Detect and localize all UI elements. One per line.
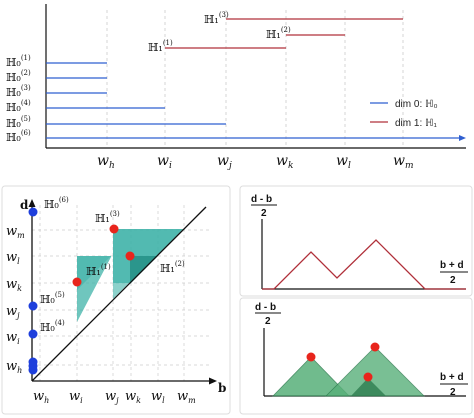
barcode-tick-wk: wk [276, 153, 293, 171]
svg-text:wk: wk [6, 277, 22, 293]
h0-label-3: ℍ₀(3) [6, 84, 31, 99]
barcode-grid [106, 10, 404, 148]
diagram-frame [1, 185, 231, 415]
h0-label-2: ℍ₀(2) [6, 69, 31, 84]
landscape-top-panel: d - b 2 b + d 2 [239, 185, 473, 297]
svg-text:wh: wh [6, 359, 22, 375]
landscape-top-xden: 2 [450, 275, 456, 286]
landscape-peak-1 [306, 352, 316, 362]
landscape-top-curve [262, 239, 466, 290]
landscape-peak-2 [363, 372, 373, 382]
point-h1-3 [109, 224, 119, 234]
landscape-peak-3 [370, 342, 380, 352]
landscape-top-xlabel: b + d [440, 260, 464, 271]
y-axis-arrow-icon [28, 199, 36, 207]
barcode-tick-wm: wm [393, 153, 414, 171]
barcode-x-ticks: wh wi wj wk wl wm [97, 153, 414, 171]
h1-label-1: ℍ₁(1) [148, 39, 173, 54]
landscape-top-ylabel: d - b [251, 194, 272, 205]
svg-text:wl: wl [151, 389, 165, 405]
diagram-label-h0-6: ℍ₀(6) [44, 196, 69, 211]
landscape-top-frame [239, 185, 473, 297]
barcode-tick-wl: wl [336, 153, 351, 171]
landscape-bottom-xden: 2 [450, 387, 456, 398]
h0-label-6: ℍ₀(6) [6, 129, 31, 144]
diagram-x-axis-label: b [218, 381, 226, 395]
point-h0-5 [28, 301, 38, 311]
diagram-label-h1-2: ℍ₁(2) [160, 260, 185, 275]
triangle-h1-1-fill [77, 256, 111, 290]
diagram-label-h0-5: ℍ₀(5) [40, 291, 65, 306]
landscape-triangle-2 [351, 378, 386, 396]
landscape-bottom-frame [239, 297, 473, 415]
diagram-y-ticks: wm wl wk wj wi wh [6, 224, 25, 375]
point-h1-2 [125, 251, 135, 261]
barcode-panel: ℍ₁(3) ℍ₁(2) ℍ₁(1) ℍ₀(1) ℍ₀(2) ℍ₀(3) ℍ₀(4… [6, 4, 466, 171]
diagram-label-h1-1: ℍ₁(1) [86, 263, 111, 278]
landscape-bottom-ylabel: d - b [255, 302, 276, 313]
x-axis-arrow-icon [209, 377, 217, 385]
diagram-grid [32, 205, 210, 381]
point-h0-4 [28, 329, 38, 339]
svg-text:wi: wi [6, 330, 20, 346]
point-h0-6 [28, 207, 38, 217]
diagram-x-ticks: wh wi wj wk wl wm [33, 389, 196, 405]
point-h0-3 [28, 365, 38, 375]
landscape-bottom-panel: d - b 2 b + d 2 [239, 297, 473, 415]
diagram-y-axis-label: d [20, 198, 29, 212]
h0-label-5: ℍ₀(5) [6, 115, 31, 130]
triangle-h1-2 [130, 256, 158, 284]
point-h1-1 [72, 277, 82, 287]
svg-text:wm: wm [177, 389, 196, 405]
h1-label-3: ℍ₁(3) [204, 11, 229, 26]
diagram-label-h0-4: ℍ₀(4) [40, 319, 65, 334]
landscape-top-yden: 2 [261, 208, 267, 219]
persistence-diagram: d b ℍ₀(6) ℍ₁(3) ℍ₁(1) ℍ₁(2) ℍ₀(5) ℍ₀(4) … [1, 185, 231, 415]
svg-text:wi: wi [69, 389, 83, 405]
h0-label-1: ℍ₀(1) [6, 54, 31, 69]
diagonal-line [31, 206, 207, 382]
diagram-label-h1-3: ℍ₁(3) [95, 210, 120, 225]
svg-text:wk: wk [125, 389, 141, 405]
legend-dim0-label: dim 0: ℍ₀ [395, 99, 438, 110]
svg-text:wh: wh [33, 389, 49, 405]
landscape-bottom-yden: 2 [265, 316, 271, 327]
h1-label-2: ℍ₁(2) [266, 26, 291, 41]
landscape-bottom-xlabel: b + d [440, 372, 464, 383]
svg-text:wj: wj [6, 304, 20, 320]
barcode-tick-wi: wi [157, 153, 172, 171]
h0-label-4: ℍ₀(4) [6, 99, 31, 114]
svg-text:wj: wj [105, 389, 119, 405]
svg-text:wl: wl [6, 250, 20, 266]
barcode-tick-wh: wh [97, 153, 115, 171]
barcode-tick-wj: wj [217, 153, 232, 171]
legend-dim1-label: dim 1: ℍ₁ [395, 118, 438, 129]
landscape-triangle-1 [272, 356, 350, 397]
svg-text:wm: wm [6, 224, 25, 240]
h0-bar-6-arrow-icon [459, 135, 466, 141]
barcode-legend: dim 0: ℍ₀ dim 1: ℍ₁ [370, 99, 438, 129]
